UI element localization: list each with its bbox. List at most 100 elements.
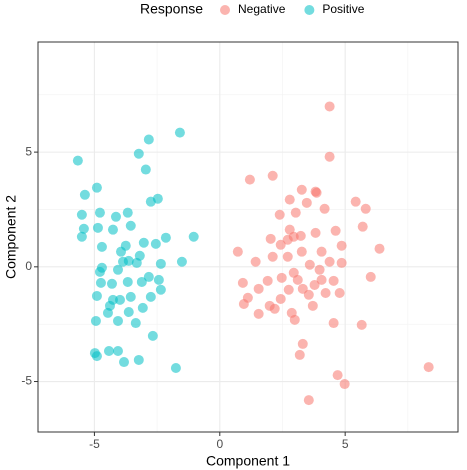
point [114, 294, 125, 305]
legend-title: Response [140, 1, 203, 17]
point [357, 221, 368, 232]
x-axis-title: Component 1 [206, 453, 290, 469]
point [309, 279, 320, 290]
point [103, 346, 114, 357]
point [282, 251, 293, 262]
point [130, 318, 141, 329]
point [92, 222, 103, 233]
point [304, 259, 315, 270]
point [137, 302, 148, 313]
point [104, 300, 115, 311]
point [133, 148, 144, 159]
point [356, 319, 367, 330]
point [336, 257, 347, 268]
legend-label: Negative [238, 2, 286, 16]
point [145, 291, 156, 302]
point [301, 197, 312, 208]
point [316, 274, 327, 285]
point [330, 225, 341, 236]
point [324, 101, 335, 112]
point [125, 291, 136, 302]
point [253, 308, 264, 319]
point [319, 203, 330, 214]
point [275, 239, 286, 250]
point [106, 278, 117, 289]
point [90, 315, 101, 326]
point [307, 300, 318, 311]
point [112, 346, 123, 357]
point [91, 182, 102, 193]
point [244, 174, 255, 185]
point [274, 209, 285, 220]
point [339, 379, 350, 390]
point [95, 277, 106, 288]
point [311, 187, 322, 198]
point [72, 155, 83, 166]
point [122, 207, 133, 218]
point [290, 207, 301, 218]
x-tick-label: -5 [89, 437, 100, 451]
point [265, 233, 276, 244]
point [155, 258, 166, 269]
point [250, 256, 261, 267]
point [336, 240, 347, 251]
point [133, 354, 144, 365]
point [310, 227, 321, 238]
point [122, 276, 133, 287]
point [155, 284, 166, 295]
point [94, 207, 105, 218]
point [374, 243, 385, 254]
point [296, 246, 307, 257]
point [365, 271, 376, 282]
point [96, 241, 107, 252]
point [328, 318, 339, 329]
y-tick-label: 5 [25, 144, 32, 158]
point [91, 290, 102, 301]
point [237, 277, 248, 288]
point [350, 196, 361, 207]
point [91, 351, 102, 362]
point [152, 193, 163, 204]
point [125, 220, 136, 231]
panel-border [37, 41, 459, 433]
points [72, 101, 434, 406]
point [276, 272, 287, 283]
point [238, 298, 249, 309]
point [140, 164, 151, 175]
point [78, 223, 89, 234]
point [294, 349, 305, 360]
point [188, 231, 199, 242]
point [119, 357, 130, 368]
point [267, 170, 278, 181]
point [423, 362, 434, 373]
point [153, 274, 164, 285]
point [107, 224, 118, 235]
point [334, 287, 345, 298]
point [332, 370, 343, 381]
legend-key [220, 5, 230, 15]
point [147, 330, 158, 341]
point [143, 134, 154, 145]
point [110, 211, 121, 222]
point [138, 237, 149, 248]
point [76, 209, 87, 220]
point [176, 256, 187, 267]
point [160, 232, 171, 243]
point [174, 127, 185, 138]
legend: Negative Positive [220, 2, 365, 16]
legend-label: Positive [322, 2, 364, 16]
point [275, 293, 286, 304]
point [131, 257, 142, 268]
grid [38, 42, 458, 432]
point [360, 203, 371, 214]
y-tick-label: -5 [21, 374, 32, 388]
point [123, 255, 134, 266]
point [170, 362, 181, 373]
point [112, 264, 123, 275]
point [150, 238, 161, 249]
point [143, 271, 154, 282]
point [284, 224, 295, 235]
point [296, 184, 307, 195]
point [303, 395, 314, 406]
